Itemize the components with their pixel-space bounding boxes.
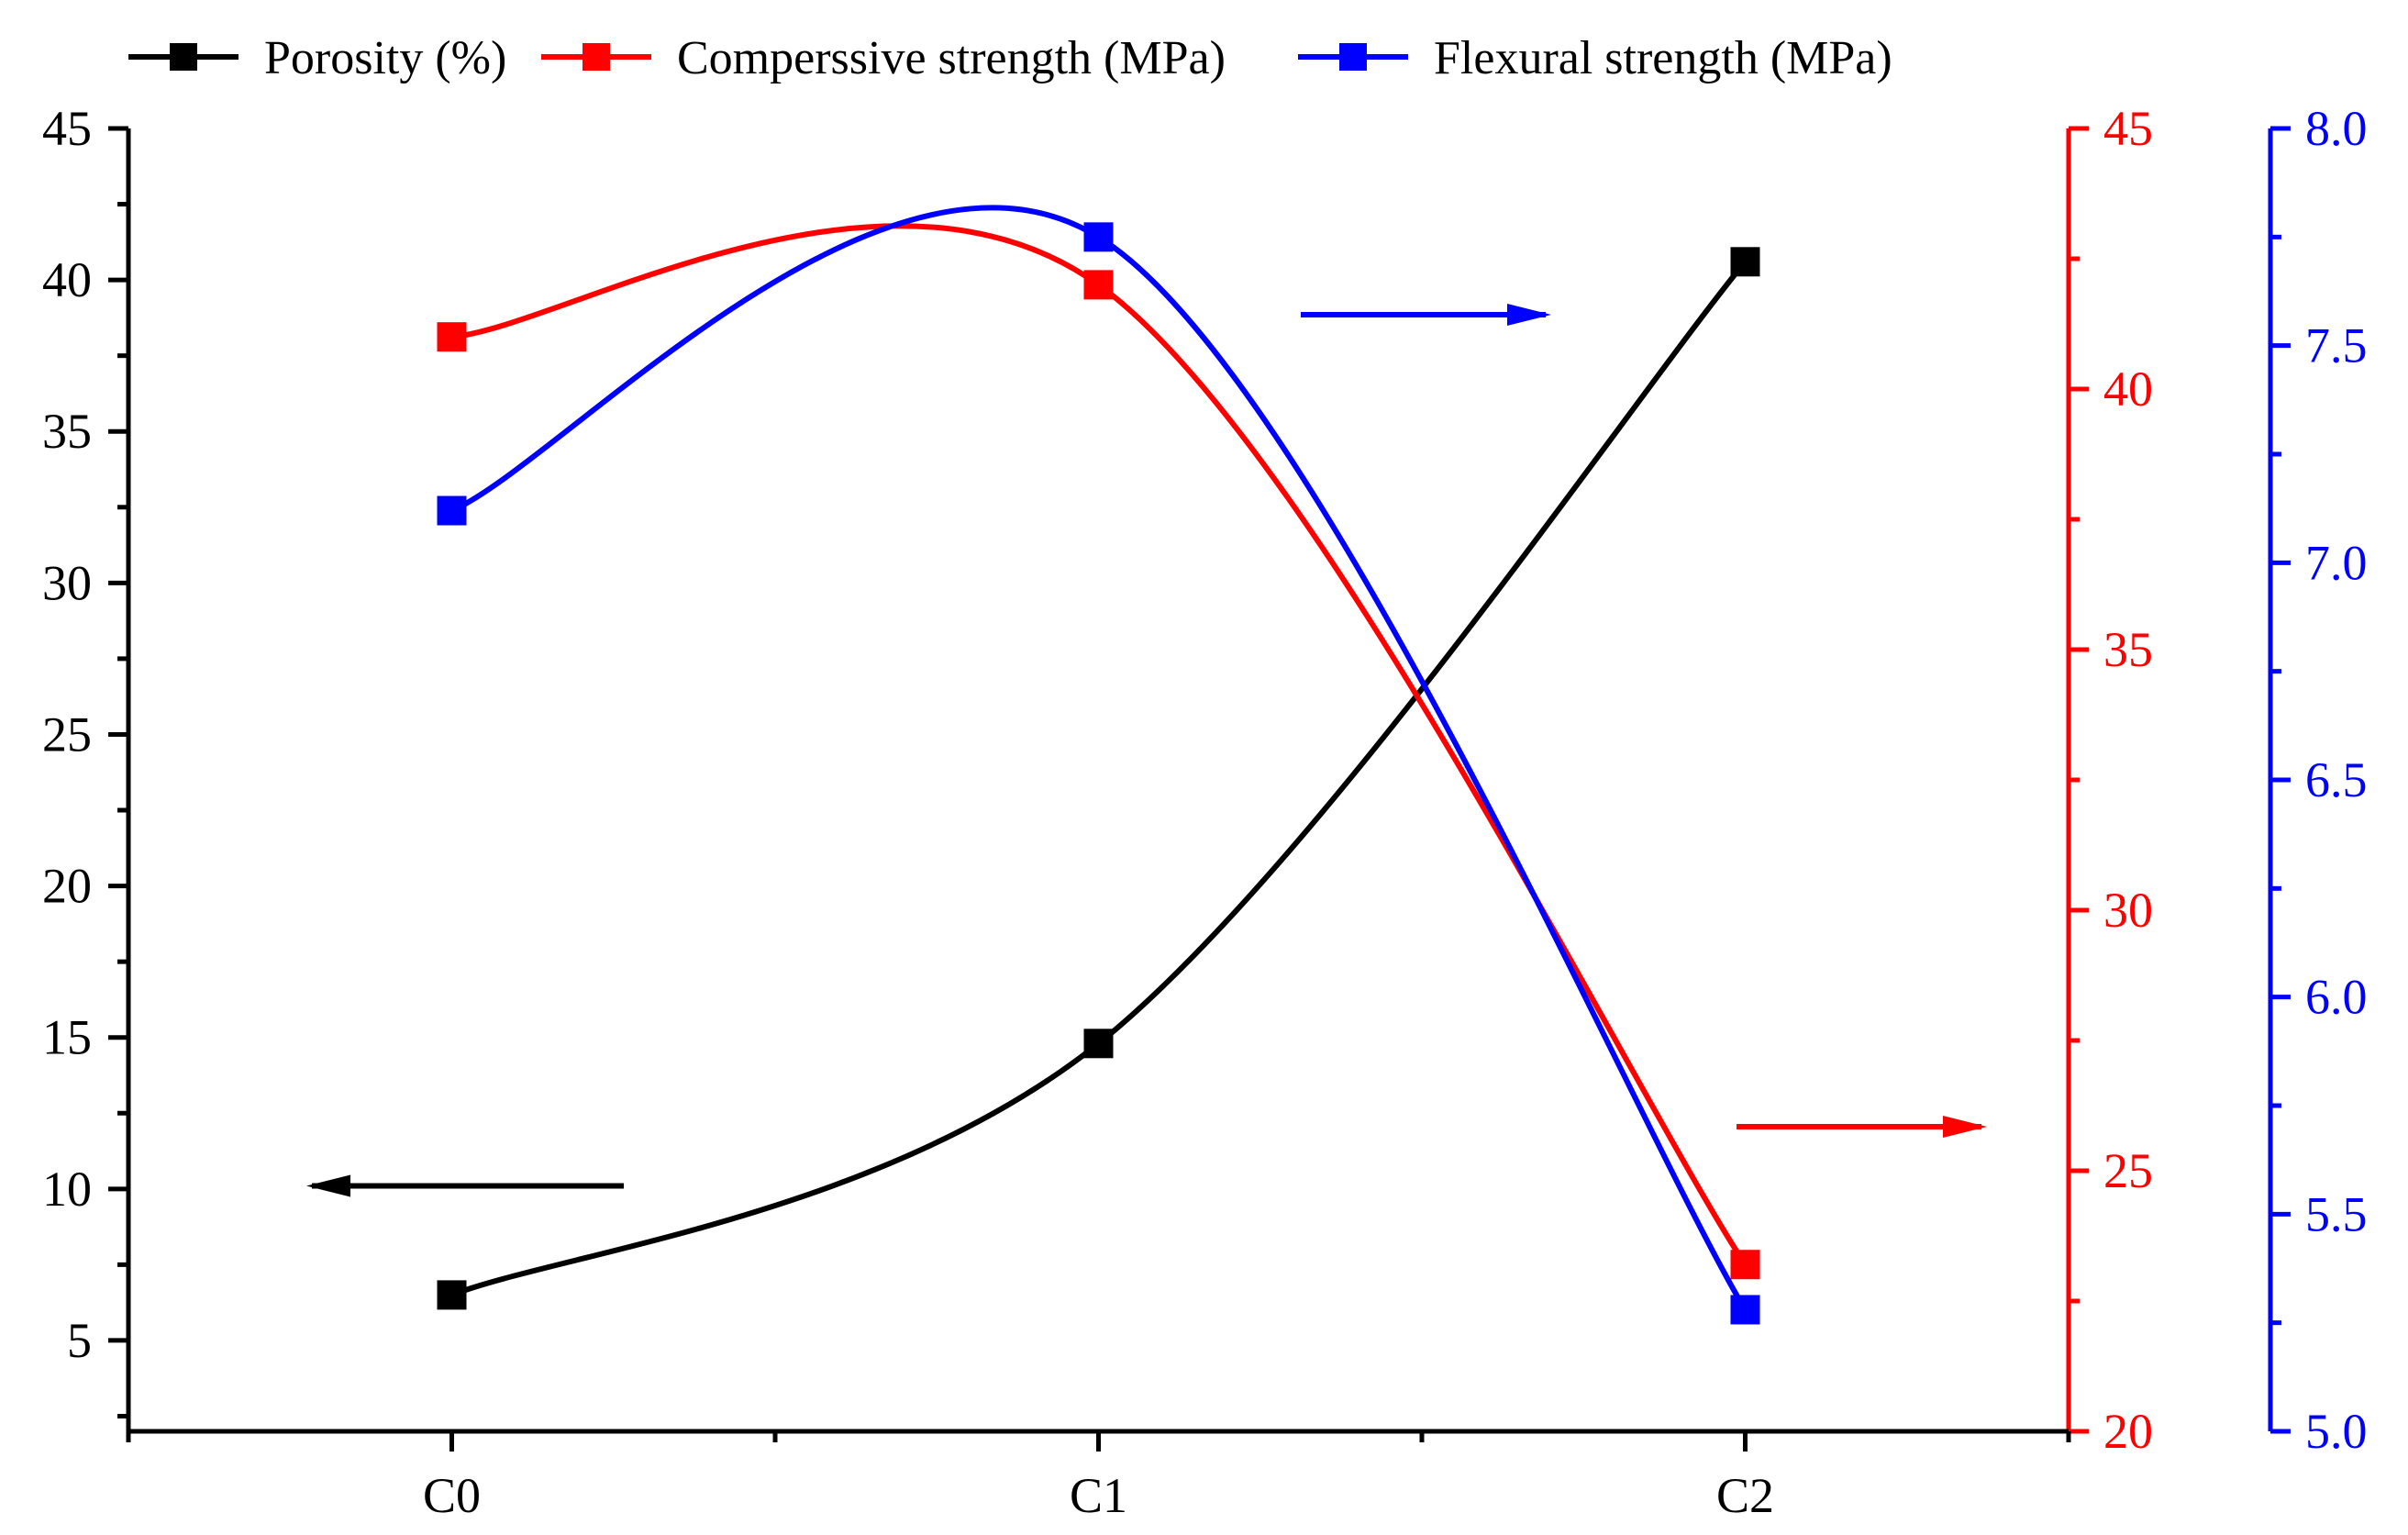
x-tick-label: C1 — [1070, 1468, 1127, 1523]
right-tick-label: 25 — [2103, 1143, 2153, 1198]
series-2 — [437, 205, 1760, 1325]
right-tick-label: 40 — [2103, 362, 2153, 417]
series-0-point-C2 — [1730, 247, 1760, 277]
axes: 5 10 15 20 25 30 35 40 45 20 25 30 35 40 45 5.0 5.5 6.0… — [42, 101, 2368, 1523]
series-1-point-C0 — [437, 322, 467, 352]
series-0-point-C1 — [1083, 1029, 1114, 1059]
legend-label-1: Comperssive strength (MPa) — [677, 32, 1226, 84]
right2-tick-label: 6.0 — [2305, 970, 2368, 1025]
left-tick-label: 20 — [42, 859, 92, 914]
x-axis: C0 C1 C2 — [126, 1429, 2071, 1523]
arrow-right-blue-head — [1507, 304, 1551, 326]
series-2-point-C1 — [1083, 222, 1114, 252]
series-1-point-C1 — [1083, 270, 1114, 300]
series-1-line — [451, 223, 1748, 1266]
legend-marker-1 — [583, 43, 610, 71]
arrow-left-black-head — [306, 1174, 350, 1197]
series-2-point-C2 — [1730, 1295, 1760, 1325]
series-2-point-C0 — [437, 495, 467, 526]
right-y-axis-compressive: 20 25 30 35 40 45 — [2066, 101, 2153, 1459]
series-0 — [437, 247, 1760, 1310]
right-tick-label: 35 — [2103, 622, 2153, 677]
left-tick-label: 15 — [42, 1010, 92, 1065]
right-y-axis-flexural: 5.0 5.5 6.0 6.5 7.0 7.5 8.0 — [2268, 101, 2368, 1459]
legend-marker-0 — [170, 43, 197, 71]
right2-tick-label: 7.5 — [2305, 318, 2368, 373]
legend-label-2: Flexural strength (MPa) — [1434, 32, 1892, 84]
right2-tick-label: 7.0 — [2305, 535, 2368, 590]
x-tick-label: C0 — [423, 1468, 481, 1523]
left-tick-label: 25 — [42, 706, 92, 762]
series-1 — [437, 223, 1760, 1280]
left-tick-label: 5 — [67, 1313, 92, 1368]
series-0-point-C0 — [437, 1280, 467, 1310]
right-tick-label: 20 — [2103, 1404, 2153, 1459]
right-tick-label: 45 — [2103, 101, 2153, 156]
right2-tick-label: 5.0 — [2305, 1404, 2368, 1459]
left-tick-label: 40 — [42, 252, 92, 307]
left-tick-label: 10 — [42, 1162, 92, 1217]
series-layer — [437, 205, 1760, 1325]
left-tick-label: 30 — [42, 555, 92, 610]
arrow-right-red-head — [1943, 1116, 1987, 1138]
series-2-line — [450, 205, 1748, 1312]
right2-tick-label: 6.5 — [2305, 752, 2368, 807]
left-tick-label: 45 — [42, 101, 92, 156]
right2-tick-label: 5.5 — [2305, 1186, 2368, 1241]
annotation-arrows — [306, 304, 1987, 1197]
series-1-point-C2 — [1730, 1250, 1760, 1280]
legend: Porosity (%) Comperssive strength (MPa) Fl… — [128, 32, 1892, 84]
x-tick-label: C2 — [1716, 1468, 1774, 1523]
legend-marker-2 — [1339, 43, 1367, 71]
legend-label-0: Porosity (%) — [264, 32, 506, 84]
series-0-line — [450, 260, 1748, 1298]
left-tick-label: 35 — [42, 404, 92, 459]
right-tick-label: 30 — [2103, 883, 2153, 938]
left-y-axis: 5 10 15 20 25 30 35 40 45 — [42, 101, 131, 1431]
right2-tick-label: 8.0 — [2305, 101, 2368, 156]
